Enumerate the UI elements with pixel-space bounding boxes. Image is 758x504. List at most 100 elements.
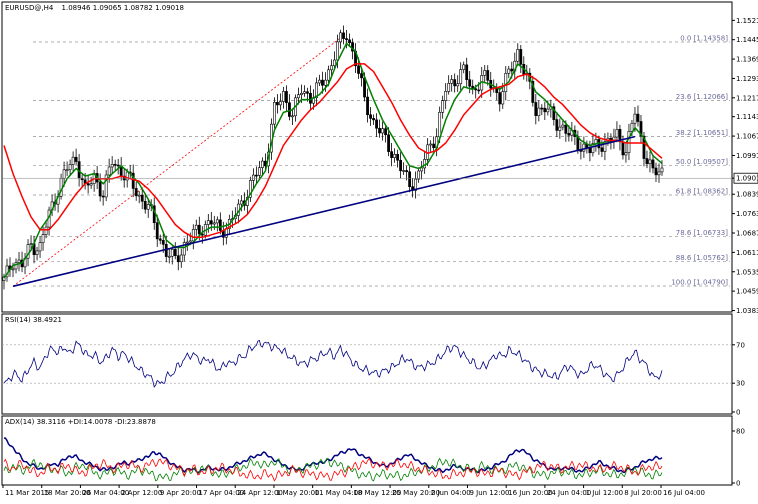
time-tick-label: 24 Apr 12:00: [237, 489, 283, 497]
candle-body: [456, 83, 460, 87]
price-tick-label: 1.08390: [736, 191, 758, 199]
candle-body: [101, 195, 105, 198]
candle-body: [176, 255, 180, 263]
time-tick-label: 17 Apr 04:00: [199, 489, 245, 497]
candle-body: [474, 88, 478, 91]
adx-lines: [3, 437, 663, 482]
adx-tick-label: 0: [736, 480, 740, 488]
candle-body: [300, 92, 303, 96]
candle-body: [74, 156, 78, 162]
candle-body: [279, 101, 282, 106]
candle-body: [567, 133, 571, 136]
candle-body: [468, 79, 472, 87]
candle-body: [44, 226, 48, 235]
symbol-timeframe: EURUSD@,H4: [5, 4, 54, 12]
fibo-level-label: 100.0 [1.04790]: [671, 279, 728, 287]
adx_minus_di-line: [3, 457, 663, 482]
candle-body: [309, 93, 312, 104]
rsi-tick-label: 30: [736, 380, 745, 388]
fibo-level-label: 78.6 [1.06733]: [676, 229, 728, 237]
candle-body: [288, 102, 291, 117]
candle-body: [146, 204, 150, 210]
time-tick-label: 11 May 04:00: [315, 489, 363, 497]
candle-body: [182, 242, 186, 256]
rsi-panel[interactable]: 70 30 0 RSI(14) 38.4921: [1, 313, 745, 417]
price-panel[interactable]: 0.0 [1.14358] 23.6 [1.12066] 38.2 [1.10651…: [1, 1, 758, 315]
candle-body: [537, 107, 541, 117]
candle-body: [453, 79, 457, 87]
candle-body: [387, 134, 390, 152]
candle-body: [285, 91, 288, 104]
fibo-level-label: 50.0 [1.09507]: [676, 158, 728, 166]
candle-body: [11, 268, 15, 271]
time-tick-label: 16 Jul 04:00: [663, 489, 705, 497]
candle-body: [660, 167, 664, 173]
fibo-diagonal-line: [12, 37, 341, 287]
candle-body: [215, 219, 219, 224]
rsi-line: [3, 339, 663, 388]
rsi-axis: 70 30 0: [732, 341, 745, 417]
candle-body: [29, 243, 33, 245]
candle-body: [630, 122, 634, 132]
fibo-level-label: 23.6 [1.12066]: [676, 93, 728, 101]
time-tick-label: 1 Jul 12:00: [586, 489, 624, 497]
adx_main-line: [3, 437, 663, 474]
candle-body: [552, 106, 556, 120]
candle-body: [218, 219, 222, 231]
candle-body: [510, 68, 514, 72]
candle-body: [321, 79, 324, 86]
candle-body: [408, 171, 412, 187]
candle-body: [486, 70, 490, 81]
candle-body: [423, 159, 427, 169]
candle-body: [273, 102, 276, 125]
candle-body: [396, 154, 399, 161]
candle-body: [260, 160, 264, 168]
trendline-layer[interactable]: [12, 135, 636, 288]
candle-body: [318, 79, 321, 84]
candle-body: [297, 94, 300, 99]
candle-body: [465, 64, 469, 80]
candle-body: [125, 171, 129, 181]
candle-body: [330, 65, 333, 71]
price-tick-label: 1.06110: [736, 249, 758, 257]
candle-body: [339, 32, 342, 43]
candle-body: [140, 194, 144, 202]
candle-body: [600, 147, 604, 152]
candle-body: [534, 102, 538, 117]
candle-body: [254, 174, 258, 177]
price-tick-label: 1.12930: [736, 75, 758, 83]
candle-body: [38, 242, 42, 252]
candle-body: [360, 73, 363, 79]
candle-body: [399, 159, 403, 172]
adx-panel[interactable]: 80 0 ADX(14) 38.3116 +DI:14.0078 -DI:23.8…: [1, 415, 745, 488]
candle-body: [447, 83, 451, 92]
candle-body: [137, 194, 141, 197]
candle-body: [282, 91, 285, 102]
fibonacci-retracement[interactable]: 0.0 [1.14358] 23.6 [1.12066] 38.2 [1.10651…: [12, 34, 730, 287]
candle-body: [498, 92, 502, 105]
candle-body: [107, 166, 111, 176]
candle-body: [540, 107, 544, 110]
candle-body: [251, 174, 255, 181]
candle-body: [438, 111, 442, 138]
candle-body: [429, 143, 433, 146]
adx-panel-frame: [1, 415, 733, 486]
candle-body: [390, 151, 393, 158]
fibo-level-label: 38.2 [1.10651]: [676, 129, 728, 137]
time-tick-label: 24 Jun 04:00: [547, 489, 591, 497]
candle-body: [417, 170, 421, 180]
fibo-level-label: 61.8 [1.08362]: [676, 187, 728, 195]
candle-body: [372, 118, 375, 121]
time-tick-label: 8 Jul 20:00: [624, 489, 662, 497]
candle-body: [98, 181, 102, 197]
candle-body: [393, 154, 396, 158]
candle-body: [555, 119, 559, 131]
candle-body: [185, 241, 189, 244]
candle-body: [164, 243, 168, 257]
candle-body: [345, 38, 348, 41]
candle-body: [639, 121, 643, 137]
candle-body: [170, 249, 174, 257]
candle-body: [104, 174, 108, 198]
time-tick-label: 9 Apr 20:00: [160, 489, 201, 497]
